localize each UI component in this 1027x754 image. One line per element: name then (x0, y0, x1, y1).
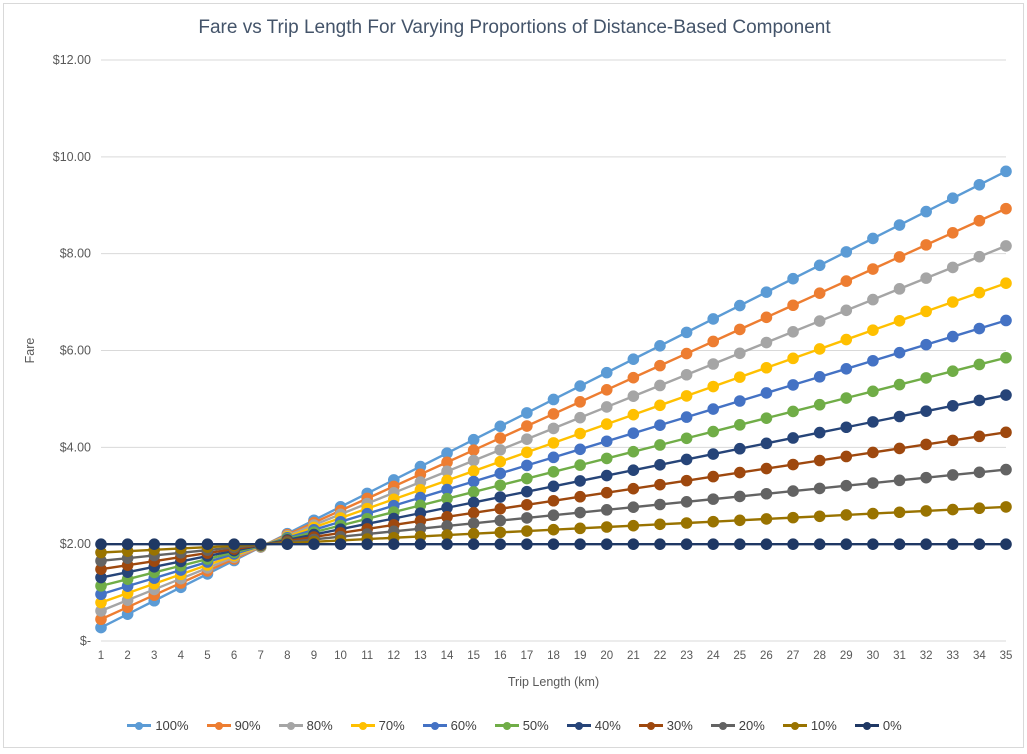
svg-text:19: 19 (574, 650, 587, 662)
svg-text:32: 32 (920, 650, 933, 662)
svg-text:34: 34 (973, 650, 986, 662)
svg-text:21: 21 (627, 650, 640, 662)
svg-text:25: 25 (733, 650, 746, 662)
svg-text:7: 7 (258, 650, 264, 662)
svg-text:20: 20 (600, 650, 613, 662)
svg-text:$12.00: $12.00 (53, 53, 91, 67)
svg-text:3: 3 (151, 650, 157, 662)
svg-text:35: 35 (1000, 650, 1013, 662)
svg-text:11: 11 (361, 650, 373, 662)
svg-text:5: 5 (204, 650, 210, 662)
svg-text:13: 13 (414, 650, 427, 662)
svg-text:$6.00: $6.00 (60, 344, 91, 358)
svg-text:9: 9 (311, 650, 317, 662)
svg-text:24: 24 (707, 650, 720, 662)
svg-text:16: 16 (494, 650, 507, 662)
svg-text:$-: $- (80, 634, 91, 648)
svg-text:2: 2 (124, 650, 130, 662)
svg-text:15: 15 (467, 650, 480, 662)
svg-text:30: 30 (867, 650, 880, 662)
svg-text:10: 10 (334, 650, 347, 662)
svg-text:22: 22 (654, 650, 667, 662)
svg-text:4: 4 (178, 650, 185, 662)
svg-text:26: 26 (760, 650, 773, 662)
svg-text:18: 18 (547, 650, 560, 662)
svg-text:$4.00: $4.00 (60, 440, 91, 454)
svg-text:31: 31 (893, 650, 906, 662)
svg-text:Trip Length (km): Trip Length (km) (508, 675, 599, 689)
svg-text:29: 29 (840, 650, 853, 662)
svg-text:17: 17 (520, 650, 533, 662)
svg-text:$2.00: $2.00 (60, 537, 91, 551)
svg-text:$10.00: $10.00 (53, 150, 91, 164)
svg-text:14: 14 (441, 650, 454, 662)
svg-text:8: 8 (284, 650, 290, 662)
svg-text:33: 33 (946, 650, 959, 662)
svg-text:Fare: Fare (23, 338, 37, 364)
svg-text:1: 1 (98, 650, 104, 662)
svg-text:23: 23 (680, 650, 693, 662)
svg-text:6: 6 (231, 650, 237, 662)
svg-text:27: 27 (787, 650, 800, 662)
svg-text:28: 28 (813, 650, 826, 662)
svg-text:12: 12 (387, 650, 400, 662)
svg-text:$8.00: $8.00 (60, 247, 91, 261)
